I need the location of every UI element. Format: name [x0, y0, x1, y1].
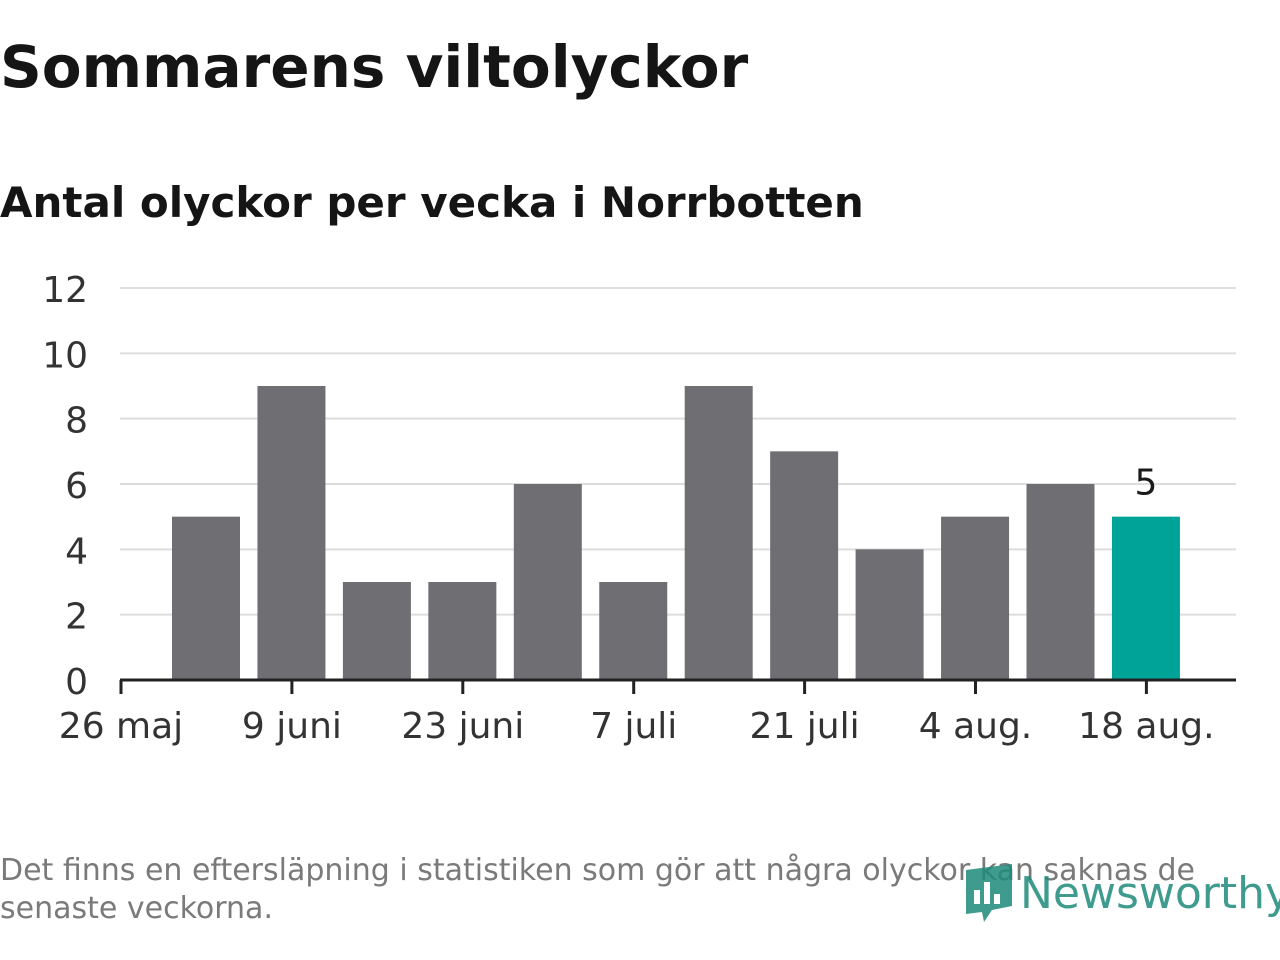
bar-highlight — [1111, 516, 1180, 680]
chart-title: Sommarens viltolyckor — [0, 33, 749, 101]
x-tick-label: 26 maj — [59, 706, 183, 747]
bar — [342, 582, 411, 680]
y-tick-label: 4 — [65, 531, 88, 572]
bar — [172, 516, 240, 680]
bar — [428, 582, 497, 680]
x-tick-label: 23 juni — [401, 706, 524, 747]
bar — [257, 386, 326, 680]
bar — [599, 582, 668, 680]
bar — [513, 484, 582, 680]
y-axis-ticks: 0 2 4 6 8 10 12 — [42, 270, 88, 703]
y-tick-label: 12 — [42, 270, 88, 311]
newsworthy-logo: Newsworthy — [962, 858, 1280, 928]
data-labels: 5 — [1134, 463, 1157, 504]
bar — [1026, 484, 1095, 680]
bar-chart: 0 2 4 6 8 10 12 26 maj 9 juni 23 juni 7 juli 21 ju… — [42, 270, 1236, 747]
x-tick-label: 7 juli — [590, 706, 677, 747]
y-tick-label: 2 — [65, 597, 88, 638]
x-tick-label: 4 aug. — [919, 706, 1033, 747]
x-tick-label: 18 aug. — [1078, 706, 1214, 747]
bar-value-label: 5 — [1134, 463, 1157, 504]
x-tick-label: 9 juni — [242, 706, 342, 747]
bar — [684, 386, 753, 680]
logo-text: Newsworthy — [1020, 867, 1280, 919]
bar — [770, 451, 839, 680]
y-tick-label: 10 — [42, 335, 88, 376]
bar — [941, 516, 1010, 680]
x-tick-label: 21 juli — [750, 706, 860, 747]
y-tick-label: 6 — [65, 466, 88, 507]
bar — [855, 549, 924, 680]
y-tick-label: 0 — [65, 662, 88, 703]
bars — [172, 386, 1180, 680]
x-axis-ticks: 26 maj 9 juni 23 juni 7 juli 21 juli 4 aug. 18… — [59, 680, 1215, 747]
y-tick-label: 8 — [65, 401, 88, 442]
chart-subtitle: Antal olyckor per vecka i Norrbotten — [0, 178, 864, 227]
newsworthy-logo-icon — [966, 864, 1012, 922]
